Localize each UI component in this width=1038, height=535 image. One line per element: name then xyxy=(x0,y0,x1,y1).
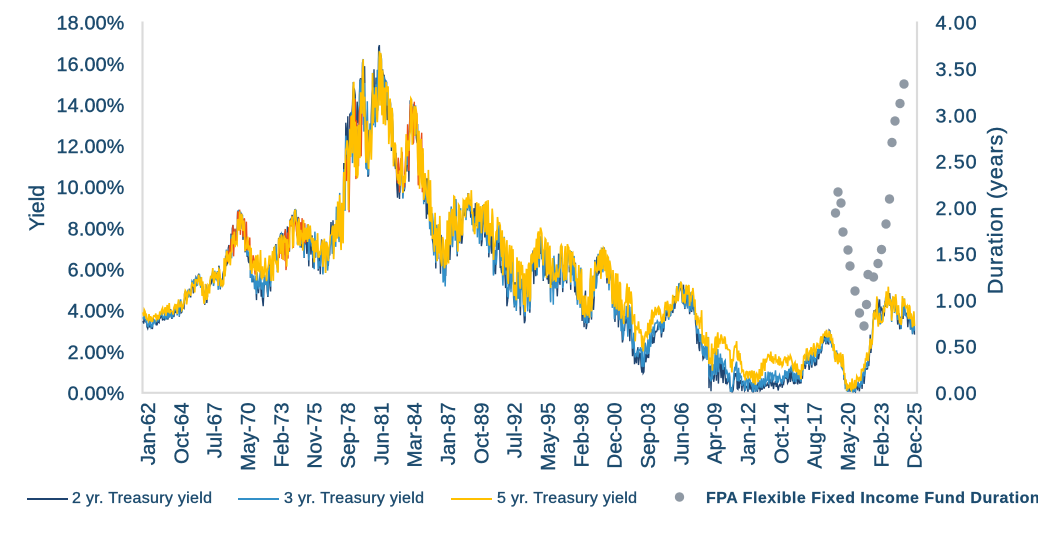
svg-text:0.50: 0.50 xyxy=(936,337,978,359)
svg-text:6.00%: 6.00% xyxy=(68,260,125,282)
svg-text:May-95: May-95 xyxy=(537,403,560,471)
svg-text:May-20: May-20 xyxy=(837,403,860,471)
svg-text:Oct-64: Oct-64 xyxy=(170,403,193,465)
svg-text:Jul-67: Jul-67 xyxy=(204,403,227,459)
svg-text:Jun-06: Jun-06 xyxy=(670,403,693,466)
svg-text:18.00%: 18.00% xyxy=(57,13,125,35)
svg-text:Feb-23: Feb-23 xyxy=(870,403,893,468)
svg-text:Dec-25: Dec-25 xyxy=(904,403,927,469)
svg-text:Oct-14: Oct-14 xyxy=(770,403,793,465)
svg-text:FPA Flexible Fixed Income Fund: FPA Flexible Fixed Income Fund Duration xyxy=(706,490,1038,507)
svg-text:2.00: 2.00 xyxy=(936,198,978,220)
svg-text:3 yr. Treasury yield: 3 yr. Treasury yield xyxy=(284,490,424,507)
svg-text:Jan-12: Jan-12 xyxy=(737,403,760,466)
svg-text:1.50: 1.50 xyxy=(936,244,978,266)
svg-text:Aug-17: Aug-17 xyxy=(804,403,827,469)
svg-text:10.00%: 10.00% xyxy=(57,177,125,199)
svg-text:Sep-78: Sep-78 xyxy=(337,403,360,469)
svg-text:Duration (years): Duration (years) xyxy=(984,126,1008,295)
svg-text:0.00%: 0.00% xyxy=(68,383,125,405)
svg-text:12.00%: 12.00% xyxy=(57,136,125,158)
svg-text:3.00: 3.00 xyxy=(936,105,978,127)
svg-text:Jan-87: Jan-87 xyxy=(437,403,460,466)
svg-text:Mar-84: Mar-84 xyxy=(404,403,427,468)
svg-text:2 yr. Treasury yield: 2 yr. Treasury yield xyxy=(72,490,212,507)
svg-text:4.00%: 4.00% xyxy=(68,301,125,323)
svg-text:Yield: Yield xyxy=(26,185,49,231)
svg-text:Jun-81: Jun-81 xyxy=(370,403,393,466)
svg-text:Apr-09: Apr-09 xyxy=(704,403,727,465)
svg-text:0.00: 0.00 xyxy=(936,383,978,405)
svg-text:1.00: 1.00 xyxy=(936,290,978,312)
svg-text:Oct-89: Oct-89 xyxy=(470,403,493,465)
svg-text:4.00: 4.00 xyxy=(936,13,978,35)
svg-text:3.50: 3.50 xyxy=(936,59,978,81)
svg-text:Sep-03: Sep-03 xyxy=(637,403,660,469)
svg-text:5 yr. Treasury yield: 5 yr. Treasury yield xyxy=(497,490,637,507)
svg-text:Jul-92: Jul-92 xyxy=(504,403,527,459)
svg-text:Feb-98: Feb-98 xyxy=(570,403,593,468)
svg-text:2.50: 2.50 xyxy=(936,152,978,174)
svg-text:Jan-62: Jan-62 xyxy=(137,403,160,466)
svg-text:2.00%: 2.00% xyxy=(68,342,125,364)
svg-text:Nov-75: Nov-75 xyxy=(304,403,327,469)
svg-text:16.00%: 16.00% xyxy=(57,54,125,76)
svg-text:Feb-73: Feb-73 xyxy=(270,403,293,468)
svg-text:8.00%: 8.00% xyxy=(68,218,125,240)
svg-text:May-70: May-70 xyxy=(237,403,260,471)
svg-text:Dec-00: Dec-00 xyxy=(604,403,627,469)
svg-text:14.00%: 14.00% xyxy=(57,95,125,117)
